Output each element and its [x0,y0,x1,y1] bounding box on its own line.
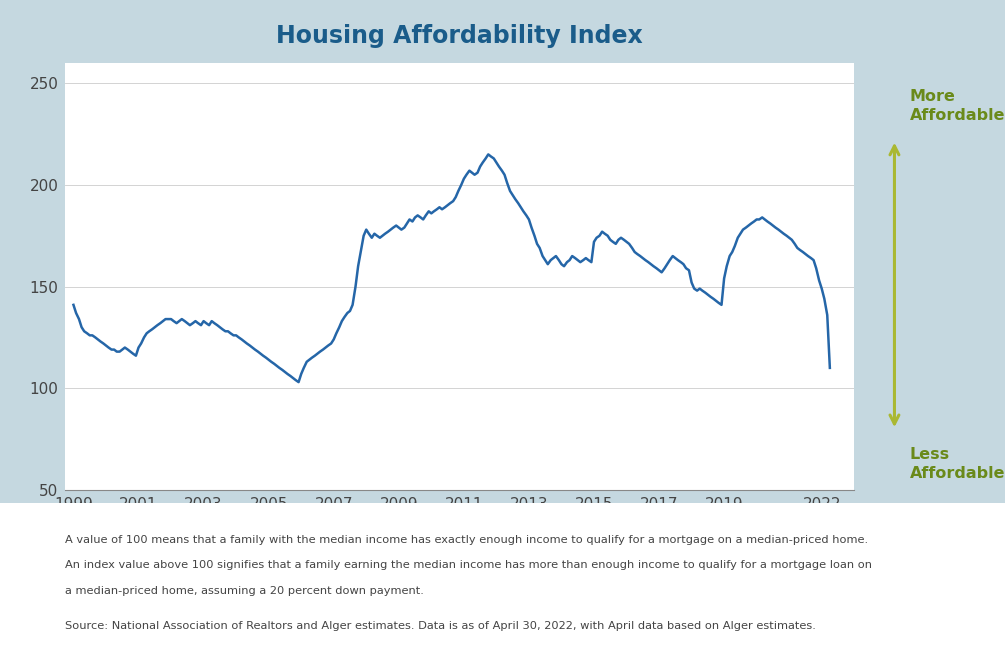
Text: More
Affordable: More Affordable [910,89,1005,122]
Title: Housing Affordability Index: Housing Affordability Index [276,24,643,48]
Text: Less
Affordable: Less Affordable [910,448,1005,481]
Text: a median-priced home, assuming a 20 percent down payment.: a median-priced home, assuming a 20 perc… [65,586,424,596]
Text: An index value above 100 signifies that a family earning the median income has m: An index value above 100 signifies that … [65,560,872,571]
Text: Source: National Association of Realtors and Alger estimates. Data is as of Apri: Source: National Association of Realtors… [65,622,816,632]
Text: A value of 100 means that a family with the median income has exactly enough inc: A value of 100 means that a family with … [65,535,868,545]
